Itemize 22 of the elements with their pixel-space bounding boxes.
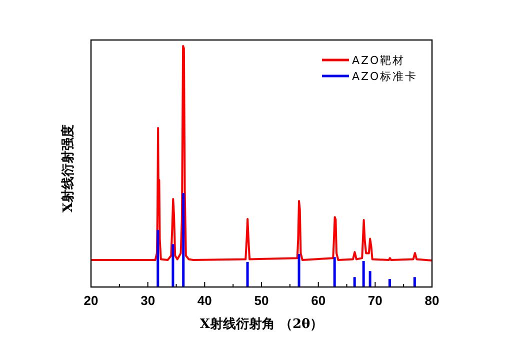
bar [353,277,356,287]
legend-label: AZO标准卡 [352,70,418,83]
bar [388,279,391,287]
bar [362,260,365,287]
bar [298,254,300,287]
bar [156,230,160,287]
y-axis-title: X射线衍射强度 [60,124,76,213]
x-tick-label: 40 [197,293,212,308]
bar [413,277,416,287]
x-axis-title: X射线衍射角 （2θ） [200,317,324,332]
bar [182,193,185,287]
x-tick-label: 20 [84,293,98,308]
x-tick-label: 30 [140,293,156,308]
x-tick-label: 60 [311,293,326,308]
x-tick-label: 70 [368,293,382,308]
bar [333,257,336,287]
bar [368,271,372,287]
bar [246,262,249,287]
x-tick-label: 50 [254,293,269,308]
bar [172,244,174,287]
x-tick-label: 80 [424,293,440,308]
legend-label: AZO靶材 [352,54,406,67]
